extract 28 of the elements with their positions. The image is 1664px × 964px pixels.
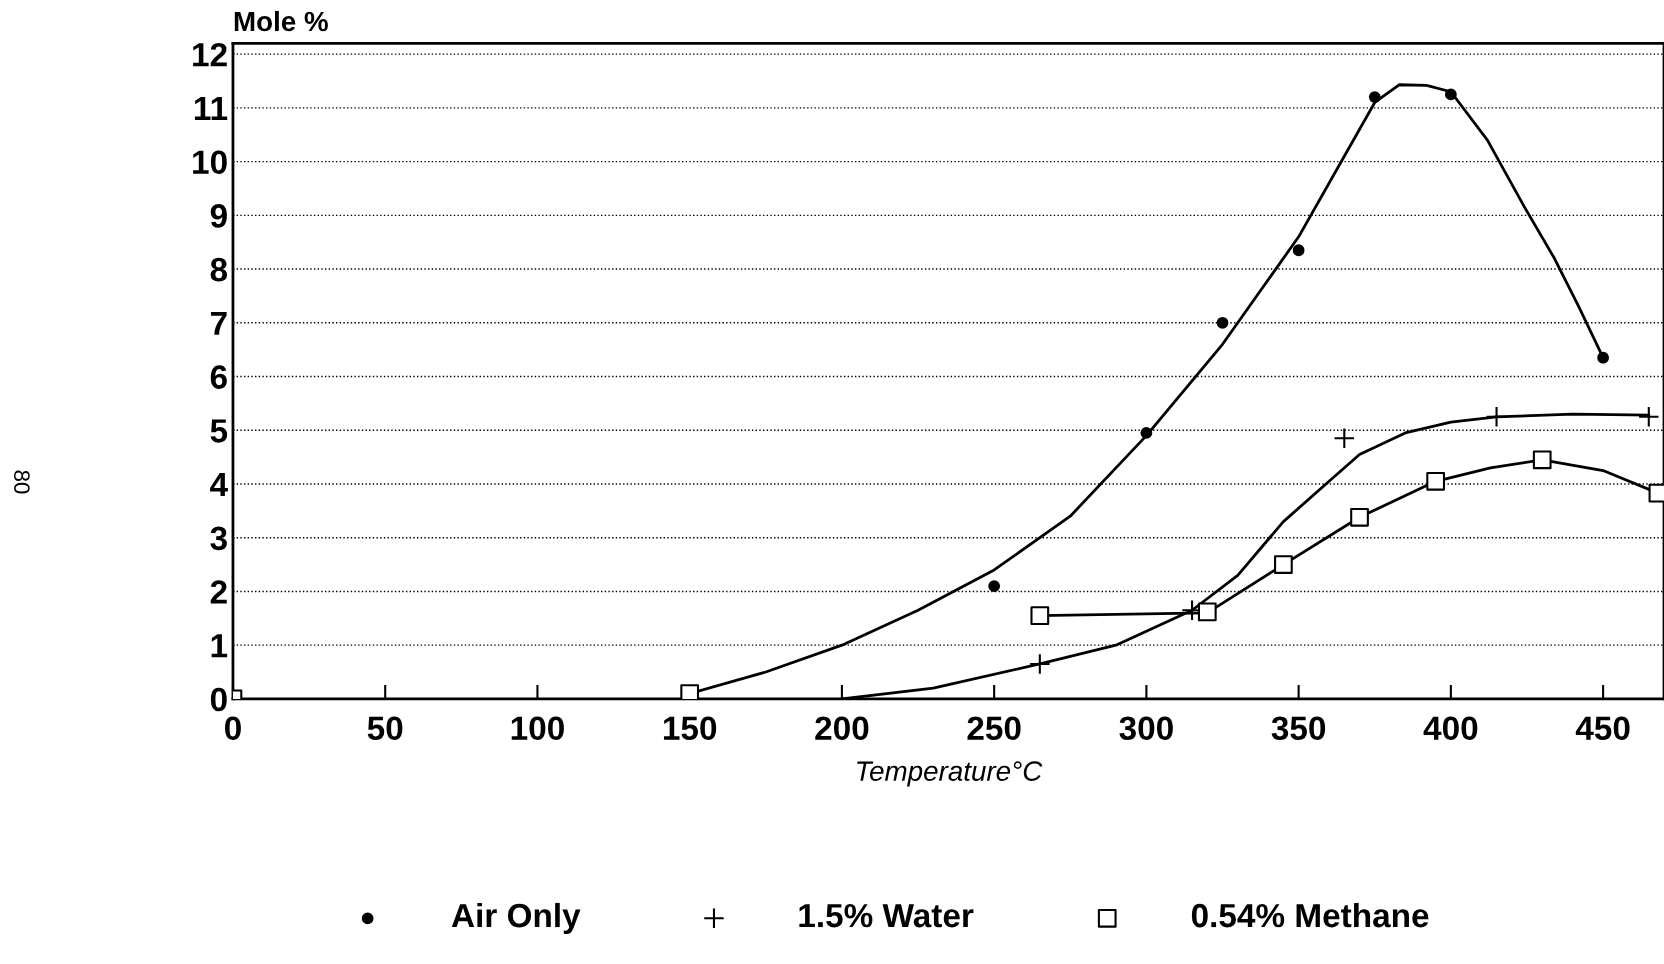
y-tick-label: 8 [210, 257, 228, 282]
y-tick-label: 11 [194, 97, 228, 120]
y-tick-label: 1 [211, 634, 228, 658]
x-tick-label: 100 [511, 716, 564, 741]
y-tick-label: 12 [193, 42, 227, 67]
x-axis-title: Temperature°C [857, 761, 1043, 787]
y-tick-label: 3 [210, 526, 227, 551]
y-tick-label: 5 [210, 419, 228, 443]
x-tick-label: 300 [1119, 716, 1173, 741]
legend-label: Air Only [451, 902, 581, 934]
legend-label: 1.5% Water [799, 903, 974, 928]
y-tick-label: 9 [210, 204, 227, 228]
x-tick-label: 150 [663, 716, 717, 741]
x-tick-label: 50 [367, 716, 403, 741]
y-tick-label: 7 [210, 311, 227, 335]
y-tick-label: 4 [210, 473, 228, 497]
x-tick-label: 250 [967, 716, 1021, 741]
x-tick-label: 350 [1271, 716, 1326, 741]
text: 80 [14, 470, 30, 494]
y-tick-label: 10 [193, 150, 227, 174]
x-tick-label: 400 [1423, 716, 1478, 741]
y-tick-label: 0 [210, 687, 227, 712]
y-axis-title: Mole % [234, 10, 328, 32]
y-tick-label: 2 [210, 580, 227, 604]
legend-label: 0.54% Methane [1191, 902, 1429, 928]
x-tick-label: 450 [1575, 716, 1630, 741]
y-tick-label: 6 [210, 365, 227, 389]
x-tick-label: 200 [815, 716, 869, 741]
